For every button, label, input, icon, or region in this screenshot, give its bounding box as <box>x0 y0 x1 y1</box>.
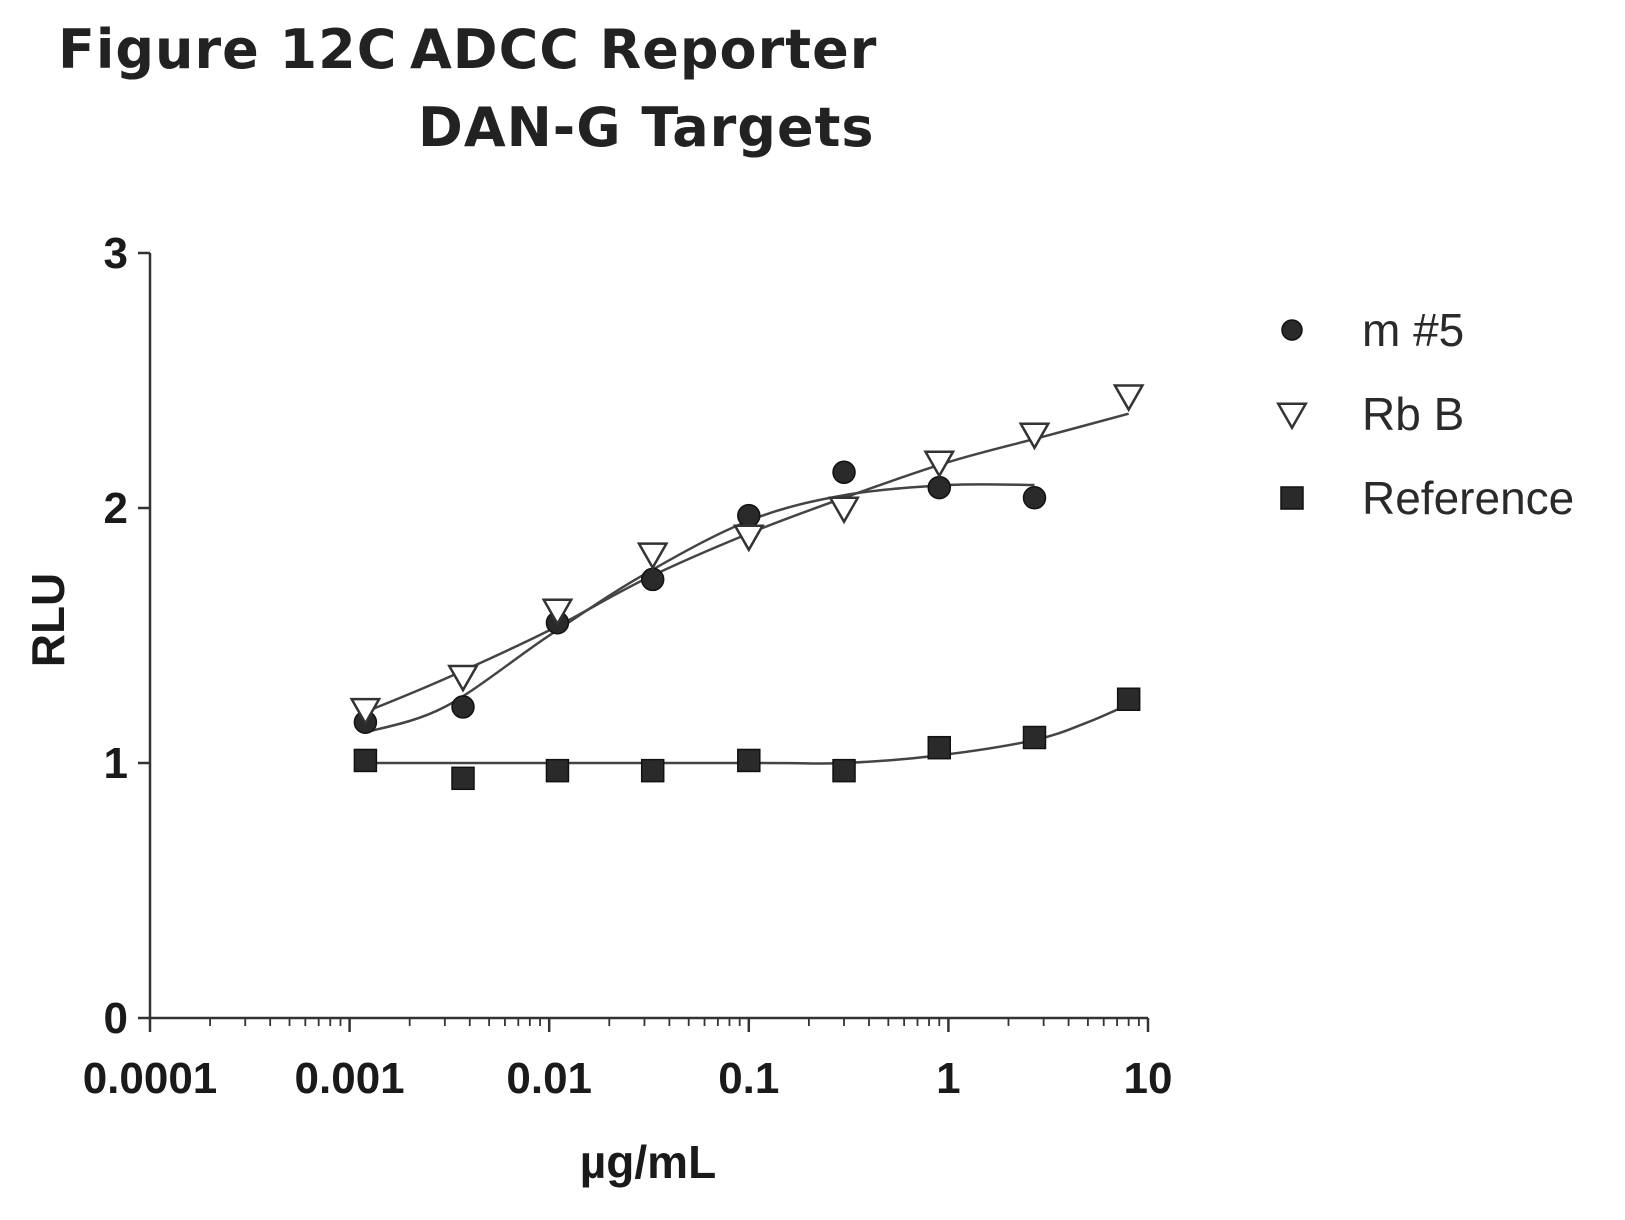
data-point-reference <box>545 758 570 783</box>
data-point-rb-b <box>828 496 860 525</box>
data-point-reference <box>927 735 952 760</box>
x-tick-label: 0.01 <box>506 1054 592 1103</box>
data-point-reference <box>451 766 475 791</box>
y-tick-label: 1 <box>104 739 128 788</box>
data-point-m-5 <box>927 475 952 500</box>
x-axis-title: µg/mL <box>580 1136 716 1188</box>
y-tick-label: 0 <box>104 994 128 1043</box>
data-point-rb-b <box>636 542 669 571</box>
data-point-rb-b <box>732 524 765 553</box>
axes: 0 1 2 3 0.0001 0.001 0.01 0.1 1 10 <box>83 229 1173 1103</box>
data-point-m-5 <box>1022 486 1047 510</box>
legend-label-reference: Reference <box>1362 472 1574 524</box>
chart-title-line-1: ADCC Reporter <box>410 18 878 81</box>
data-point-reference <box>832 758 856 783</box>
data-point-rb-b <box>923 450 956 479</box>
chart-title-line-2: DAN-G Targets <box>418 96 875 159</box>
fit-curves <box>364 412 1130 765</box>
y-tick-label: 3 <box>104 229 128 278</box>
data-point-reference <box>640 758 665 783</box>
data-point-m-5 <box>451 695 475 719</box>
fit-curve-reference <box>365 703 1130 765</box>
data-point-rb-b <box>1112 384 1145 413</box>
data-point-reference <box>737 748 761 773</box>
data-point-reference <box>353 748 378 773</box>
data-point-rb-b <box>447 664 479 693</box>
data-point-m-5 <box>640 567 665 592</box>
y-tick-label: 2 <box>104 484 128 533</box>
x-tick-label: 0.1 <box>718 1054 779 1103</box>
legend: m #5 Rb B Reference <box>1276 304 1574 524</box>
legend-marker-m-5 <box>1281 319 1303 341</box>
legend-marker-reference <box>1280 486 1304 510</box>
x-tick-label: 0.0001 <box>83 1054 218 1103</box>
data-point-rb-b <box>541 598 574 627</box>
legend-label-m-5: m #5 <box>1362 304 1464 356</box>
data-point-reference <box>1022 725 1047 750</box>
data-point-reference <box>1116 687 1141 711</box>
x-tick-label: 0.001 <box>295 1054 405 1103</box>
y-axis-title: RLU <box>22 573 74 668</box>
data-point-m-5 <box>737 503 761 528</box>
data-point-m-5 <box>832 460 856 485</box>
x-tick-label: 10 <box>1124 1054 1173 1103</box>
data-point-rb-b <box>349 697 382 726</box>
legend-label-rb-b: Rb B <box>1362 388 1464 440</box>
data-point-rb-b <box>1018 422 1051 451</box>
fit-curve-rb-b <box>364 412 1129 714</box>
fit-curve-m-5 <box>365 483 1035 734</box>
figure-label: Figure 12C <box>58 18 398 81</box>
x-tick-label: 1 <box>936 1054 960 1103</box>
legend-marker-rb-b <box>1276 402 1308 431</box>
data-points <box>349 384 1145 791</box>
